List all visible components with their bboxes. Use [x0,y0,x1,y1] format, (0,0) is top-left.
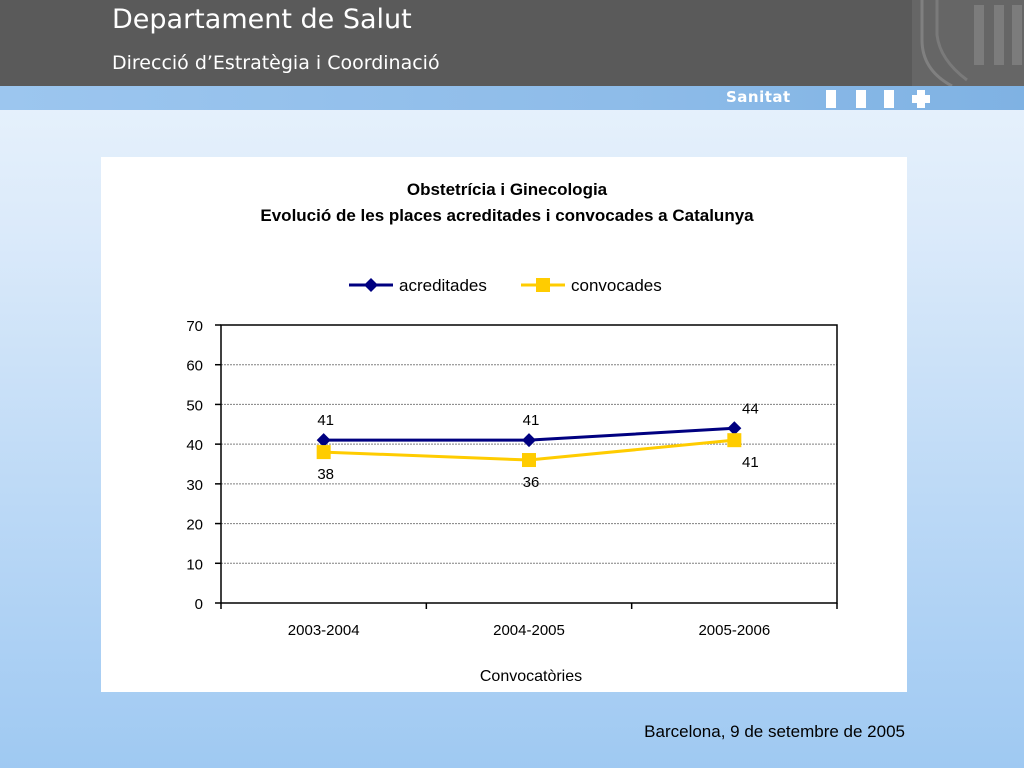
data-label-convocades: 36 [523,474,540,491]
chart-panel: Obstetrícia i Ginecologia Evolució de le… [101,157,907,692]
data-point-acreditades [316,433,331,448]
page-subtitle: Direcció d’Estratègia i Coordinació [112,52,440,74]
data-label-acreditades: 44 [742,400,759,417]
x-tick-label: 2005-2006 [698,622,770,639]
y-tick-label: 0 [195,596,203,613]
brand-bar-3 [884,90,894,108]
data-label-acreditades: 41 [523,412,540,429]
x-tick-label: 2003-2004 [288,622,360,639]
chart-title: Obstetrícia i Ginecologia [407,180,608,199]
legend-marker-acreditades [364,278,378,292]
line-chart: Obstetrícia i Ginecologia Evolució de le… [186,180,838,685]
data-point-acreditades [727,421,742,436]
data-label-acreditades: 41 [317,412,334,429]
y-tick-label: 40 [186,437,203,454]
cross-icon [912,90,930,108]
data-point-convocades [727,433,742,448]
brand-band [0,86,1024,110]
header-bar: Departament de Salut Direcció d’Estratèg… [0,0,1024,88]
y-tick-label: 10 [186,556,203,573]
footer-date: Barcelona, 9 de setembre de 2005 [644,722,905,741]
data-label-convocades: 41 [742,454,759,471]
brand-label: Sanitat [726,88,791,106]
brand-bar-1 [826,90,836,108]
x-axis-label: Convocatòries [480,668,582,685]
legend-label-acreditades: acreditades [399,276,487,295]
legend-marker-convocades [536,278,550,292]
page-title: Departament de Salut [112,4,412,35]
emblem-decoration [912,0,1024,88]
chart-legend: acreditades convocades [349,276,662,295]
y-tick-label: 70 [186,318,203,335]
data-point-convocades [316,445,331,460]
y-tick-label: 50 [186,397,203,414]
data-point-convocades [522,453,536,468]
data-label-convocades: 38 [317,466,334,483]
y-tick-label: 30 [186,477,203,494]
plot-area: 0 10 20 30 40 50 60 70 2003-2004 2004-2005 2005-20… [186,318,838,639]
plot-frame [220,324,838,604]
legend-label-convocades: convocades [571,276,662,295]
emblem-icon [920,0,1022,88]
chart-subtitle: Evolució de les places acreditades i con… [260,206,754,225]
data-point-acreditades [522,433,536,448]
brand-bar-2 [856,90,866,108]
x-tick-label: 2004-2005 [493,622,565,639]
y-tick-label: 60 [186,358,203,375]
y-tick-label: 20 [186,517,203,534]
